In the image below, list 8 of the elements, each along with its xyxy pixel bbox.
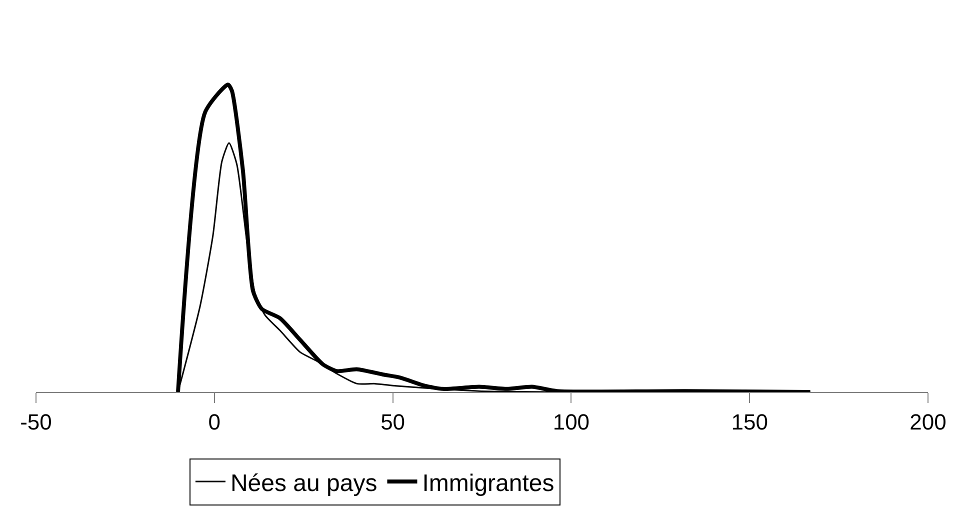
x-tick-label: 200 xyxy=(910,409,946,434)
x-tick-label: -50 xyxy=(20,409,52,434)
x-tick-label: 50 xyxy=(380,409,406,434)
x-tick-label: 0 xyxy=(208,409,221,434)
x-tick-label: 150 xyxy=(731,409,768,434)
x-tick-label: 100 xyxy=(552,409,590,434)
legend-label: Immigrantes xyxy=(422,470,554,497)
legend-label: Nées au pays xyxy=(230,470,378,497)
